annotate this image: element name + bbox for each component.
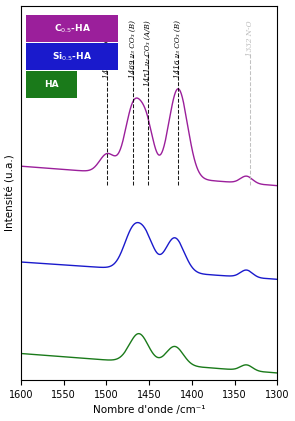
Text: C$_{0.5}$-HA: C$_{0.5}$-HA: [54, 22, 91, 35]
Text: 1499 ν₃ CO₃ (B): 1499 ν₃ CO₃ (B): [103, 20, 111, 78]
Text: 1332 N-O: 1332 N-O: [246, 20, 254, 56]
Text: 1469 ν₃ CO₃ (B): 1469 ν₃ CO₃ (B): [129, 20, 137, 78]
Text: Si$_{0.5}$-HA: Si$_{0.5}$-HA: [52, 50, 92, 63]
Bar: [26, 71, 78, 98]
X-axis label: Nombre d'onde /cm⁻¹: Nombre d'onde /cm⁻¹: [93, 405, 205, 416]
Text: HA: HA: [45, 80, 59, 89]
Bar: [26, 15, 118, 42]
Y-axis label: Intensité (u.a.): Intensité (u.a.): [6, 155, 16, 231]
Text: 1451 ν₃ CO₃ (A/B): 1451 ν₃ CO₃ (A/B): [144, 20, 152, 86]
Bar: [26, 43, 118, 70]
Text: 1416 ν₃ CO₃ (B): 1416 ν₃ CO₃ (B): [174, 20, 182, 78]
